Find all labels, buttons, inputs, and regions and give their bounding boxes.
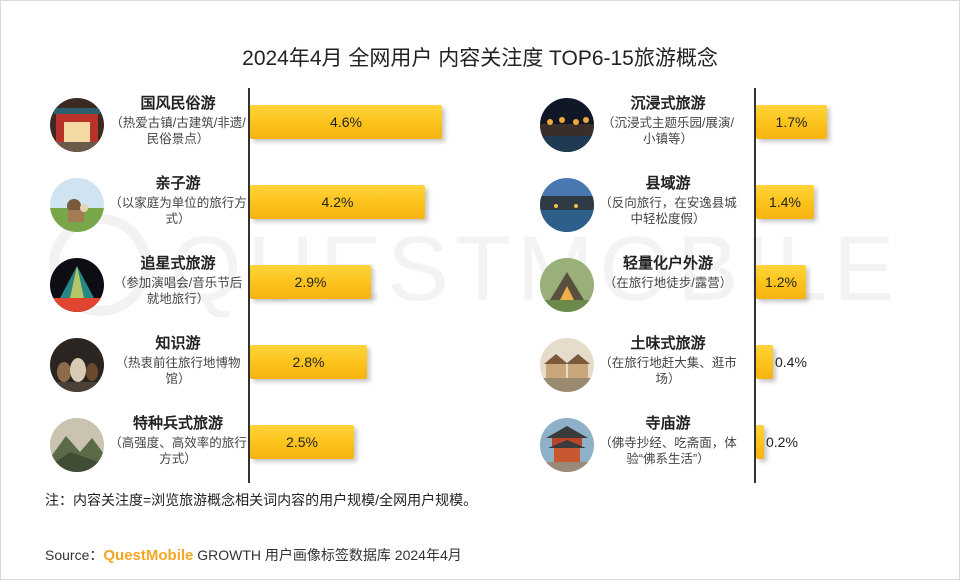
category-name: 国风民俗游 (140, 95, 216, 112)
category-name: 寺庙游 (645, 415, 691, 432)
county-river-icon (540, 178, 594, 232)
chart-row: 县域游 （反向旅行，在安逸县城中轻松度假） 1.4% (530, 172, 960, 242)
category-label: 国风民俗游 （热爱古镇/古建筑/非遗/民俗景点） (108, 94, 248, 147)
chart-title: 2024年4月 全网用户 内容关注度 TOP6-15旅游概念 (242, 47, 718, 70)
category-label: 知识游 （热衷前往旅行地博物馆） (108, 334, 248, 387)
brand-name: QuestMobile (103, 547, 194, 564)
bar (756, 105, 827, 139)
data-label: 1.4% (769, 194, 801, 210)
category-description: （参加演唱会/音乐节后就地旅行） (113, 276, 243, 306)
source-text: GROWTH 用户画像标签数据库 2024年4月 (193, 547, 462, 563)
data-label: 0.2% (766, 434, 798, 450)
chart-row: 寺庙游 （佛寺抄经、吃斋面，体验“佛系生活”） 0.2% (530, 412, 960, 482)
data-label: 4.2% (321, 194, 354, 210)
category-label: 追星式旅游 （参加演唱会/音乐节后就地旅行） (108, 254, 248, 307)
category-name: 土味式旅游 (630, 335, 706, 352)
bar (250, 345, 367, 379)
category-name: 县域游 (645, 175, 691, 192)
category-label: 沉浸式旅游 （沉浸式主题乐园/展演/小镇等） (598, 94, 738, 147)
left-bar-panel: 国风民俗游 （热爱古镇/古建筑/非遗/民俗景点） 4.6% 亲子游 （以家庭为单位的旅行… (40, 80, 480, 490)
chart-row: 追星式旅游 （参加演唱会/音乐节后就地旅行） 2.9% (40, 252, 480, 322)
category-description: （以家庭为单位的旅行方式） (109, 196, 247, 226)
bar (756, 185, 814, 219)
category-label: 亲子游 （以家庭为单位的旅行方式） (108, 174, 248, 227)
bar (756, 345, 773, 379)
data-label: 0.4% (775, 354, 807, 370)
category-label: 寺庙游 （佛寺抄经、吃斋面，体验“佛系生活”） (598, 414, 738, 467)
chart-row: 知识游 （热衷前往旅行地博物馆） 2.8% (40, 332, 480, 402)
chart-row: 国风民俗游 （热爱古镇/古建筑/非遗/民俗景点） 4.6% (40, 92, 480, 162)
bar (250, 265, 371, 299)
category-label: 县域游 （反向旅行，在安逸县城中轻松度假） (598, 174, 738, 227)
camping-tent-icon (540, 258, 594, 312)
chart-row: 土味式旅游 （在旅行地赶大集、逛市场） 0.4% (530, 332, 960, 402)
data-label: 1.2% (765, 274, 797, 290)
category-description: （反向旅行，在安逸县城中轻松度假） (599, 196, 737, 226)
category-description: （沉浸式主题乐园/展演/小镇等） (602, 116, 734, 146)
temple-icon (540, 418, 594, 472)
category-description: （在旅行地赶大集、逛市场） (599, 356, 737, 386)
category-description: （热衷前往旅行地博物馆） (115, 356, 241, 386)
data-label: 4.6% (330, 114, 362, 130)
category-label: 轻量化户外游 （在旅行地徒步/露营） (598, 254, 738, 291)
market-stalls-icon (540, 338, 594, 392)
museum-pottery-icon (50, 338, 104, 392)
right-axis-line (754, 88, 756, 483)
bar (250, 105, 442, 139)
category-description: （在旅行地徒步/露营） (603, 276, 733, 290)
category-name: 沉浸式旅游 (630, 95, 706, 112)
category-description: （高强度、高效率的旅行方式） (109, 436, 247, 466)
category-label: 土味式旅游 （在旅行地赶大集、逛市场） (598, 334, 738, 387)
category-description: （热爱古镇/古建筑/非遗/民俗景点） (110, 116, 246, 146)
category-name: 追星式旅游 (140, 255, 216, 272)
source-line: Source：QuestMobile GROWTH 用户画像标签数据库 2024… (45, 545, 462, 565)
chart-row: 亲子游 （以家庭为单位的旅行方式） 4.2% (40, 172, 480, 242)
category-description: （佛寺抄经、吃斋面，体验“佛系生活”） (599, 436, 737, 466)
data-label: 2.8% (292, 354, 325, 370)
data-label: 1.7% (775, 114, 808, 130)
ancient-gate-icon (50, 98, 104, 152)
category-name: 亲子游 (155, 175, 201, 192)
category-name: 特种兵式旅游 (132, 415, 223, 432)
source-prefix: Source： (45, 547, 104, 563)
concert-stage-icon (50, 258, 104, 312)
mountain-view-icon (50, 418, 104, 472)
night-town-icon (540, 98, 594, 152)
category-name: 知识游 (155, 335, 201, 352)
right-bar-panel: 沉浸式旅游 （沉浸式主题乐园/展演/小镇等） 1.7% 县域游 （反向旅行，在安逸县城中… (530, 80, 960, 490)
bar (756, 265, 806, 299)
data-label: 2.9% (294, 274, 327, 290)
bar (250, 185, 425, 219)
data-label: 2.5% (286, 434, 318, 450)
chart-row: 沉浸式旅游 （沉浸式主题乐园/展演/小镇等） 1.7% (530, 92, 960, 162)
footnote: 注：内容关注度=浏览旅游概念相关词内容的用户规模/全网用户规模。 (45, 492, 478, 508)
family-meadow-icon (50, 178, 104, 232)
bar (250, 425, 354, 459)
chart-row: 轻量化户外游 （在旅行地徒步/露营） 1.2% (530, 252, 960, 322)
chart-row: 特种兵式旅游 （高强度、高效率的旅行方式） 2.5% (40, 412, 480, 482)
category-name: 轻量化户外游 (622, 255, 713, 272)
bar (756, 425, 764, 459)
left-axis-line (248, 88, 250, 483)
category-label: 特种兵式旅游 （高强度、高效率的旅行方式） (108, 414, 248, 467)
